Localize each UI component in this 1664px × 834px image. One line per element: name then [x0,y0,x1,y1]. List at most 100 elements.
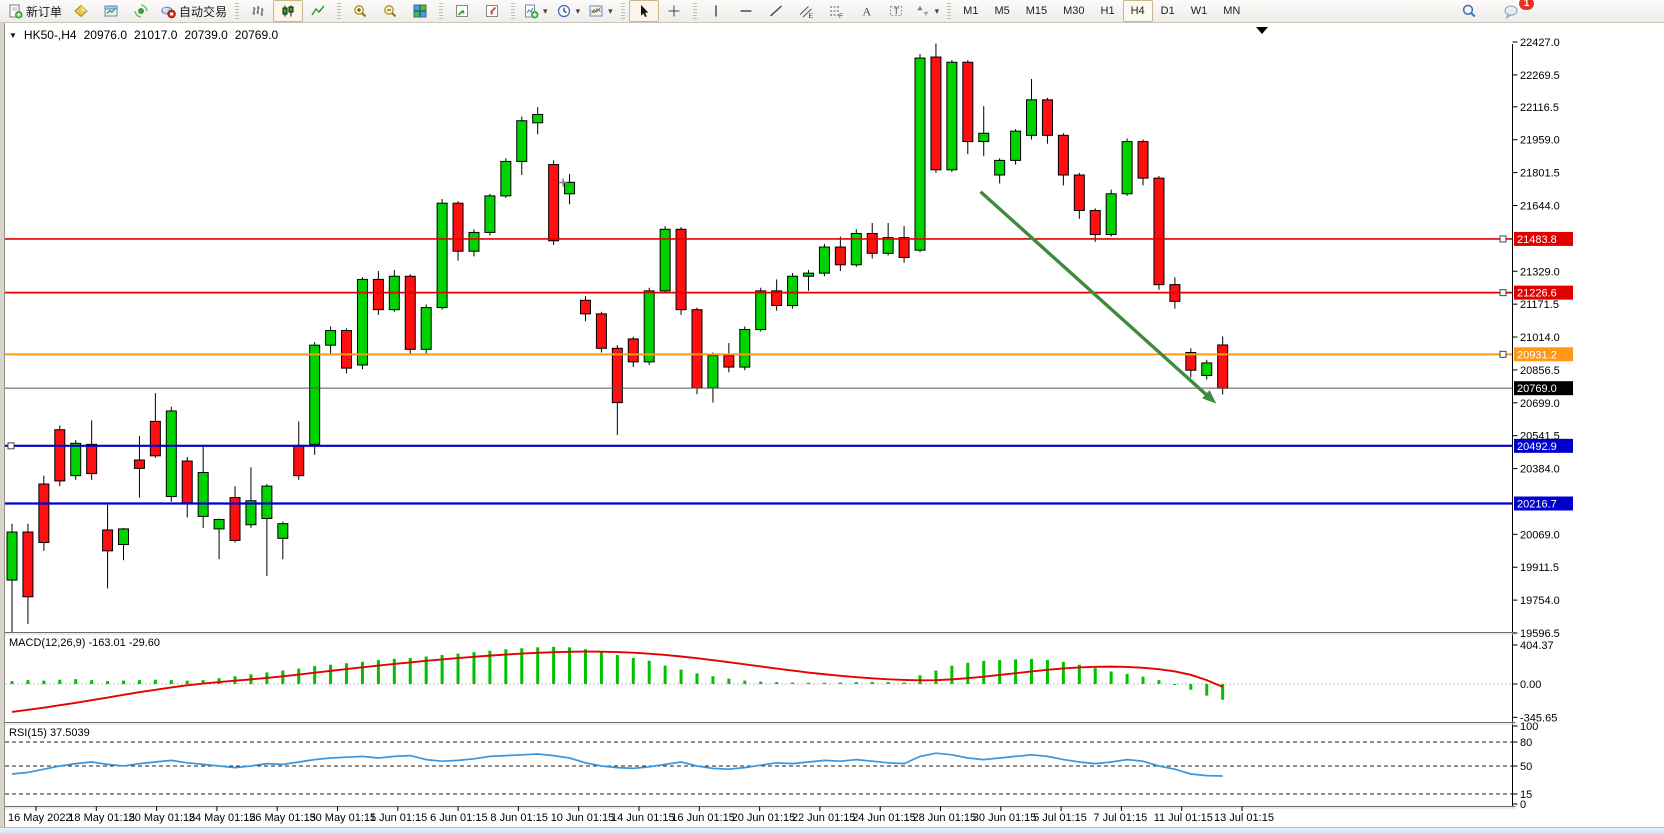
macd-histogram-bar [552,646,556,684]
bull-candle [707,355,719,389]
new-order-button[interactable]: 新订单 [3,0,66,22]
chat-icon [1504,5,1518,19]
bear-candle [1217,344,1229,389]
macd-histogram-bar [376,659,380,684]
bear-candle [86,443,98,475]
candle-chart-icon [282,5,294,17]
price-level-badge [1514,347,1573,362]
bull-candle [643,290,655,363]
text-button[interactable]: A [851,0,881,22]
bar-chart-button[interactable] [243,0,273,22]
macd-histogram-bar [679,669,683,684]
line-handle[interactable] [1499,289,1507,297]
time-axis-label: 10 Jun 01:15 [551,812,615,824]
time-axis-label: 13 Jul 01:15 [1214,812,1274,824]
chart-collapse-icon[interactable]: ▼ [9,30,17,40]
time-axis-label: 24 Jun 01:15 [852,812,916,824]
rsi-axis-label: 0 [1520,799,1526,811]
bear-candle [691,309,703,389]
scroll-to-end-marker[interactable] [1256,27,1268,34]
timeframe-h1-button[interactable]: H1 [1100,5,1115,17]
crosshair-icon [668,5,680,17]
rsi-axis-label: 50 [1520,761,1532,773]
crosshair-button[interactable] [659,0,689,22]
notifications-button[interactable]: 1 [1496,0,1535,22]
macd-histogram-bar [807,682,810,684]
price-level-value: 20492.9 [1517,441,1557,453]
bull-candle [197,472,209,517]
timeframe-m5-button[interactable]: M5 [994,5,1010,17]
zoom-in-button[interactable] [345,0,375,22]
shapes-button[interactable]: ▾ [911,0,944,22]
candle-chart-button[interactable] [273,0,304,22]
data-window-button[interactable] [96,0,126,22]
bull-candle [356,278,368,366]
time-axis-label: 30 Jun 01:15 [973,812,1037,824]
chart-shift-button[interactable] [477,0,507,22]
bear-candle [1041,99,1053,136]
chevron-down-icon[interactable]: ▾ [543,5,548,16]
cross-marker[interactable] [559,178,568,187]
channel-button[interactable]: E [791,0,821,22]
bull-candle [118,528,130,546]
search-button[interactable] [1454,0,1484,22]
trendline-button[interactable] [761,0,791,22]
macd-histogram-bar [822,682,826,684]
svg-text:F: F [839,13,843,19]
bull-candle [213,519,225,530]
timeframe-m30-button[interactable]: M30 [1063,5,1085,17]
label-button[interactable]: T [881,0,911,22]
macd-histogram-bar [217,678,221,684]
navigator-icon [134,4,148,18]
templates-button[interactable]: ▾ [584,0,617,22]
macd-histogram-bar [1205,684,1209,696]
price-level-value: 21483.8 [1517,234,1557,246]
tile-windows-button[interactable] [405,0,435,22]
timeframe-m1-button[interactable]: M1 [963,5,979,17]
market-watch-button[interactable] [66,0,96,22]
macd-histogram-bar [695,673,699,684]
bull-candle [468,231,480,252]
macd-histogram-bar [10,681,14,684]
fibonacci-button[interactable]: F [821,0,851,22]
periods-button[interactable]: ▾ [552,0,585,22]
auto-arrange-button[interactable] [447,0,477,22]
bull-candle [261,485,273,519]
price-level-badge [1514,381,1573,396]
macd-histogram-bar [440,655,444,684]
line-handle[interactable] [1499,235,1507,243]
vline-button[interactable] [701,0,731,22]
bull-candle [500,160,512,197]
price-tick-label: 22427.0 [1520,37,1560,49]
window-bottom-edge [0,827,1664,834]
fibo-icon: F [829,6,843,19]
timeframe-d1-button[interactable]: D1 [1160,5,1175,17]
hline-button[interactable] [731,0,761,22]
chevron-down-icon[interactable]: ▾ [934,5,940,16]
autotrade-button[interactable]: 自动交易 [156,0,231,22]
bear-candle [723,355,735,368]
timeframe-h4-button[interactable]: H4 [1122,0,1153,22]
trend-arrow[interactable] [979,190,1211,399]
navigator-button[interactable] [126,0,156,22]
trend-arrow-head[interactable] [1202,390,1217,404]
toolbar-separator [235,3,240,19]
indicators-button[interactable]: ▾ [519,0,552,22]
main-toolbar: 新订单 自动交易 ▾ ▾ ▾ E F A T ▾ M1 M5 M15 M30 H1 H4 D1 W1 MN 1 [0,0,1664,23]
cursor-button[interactable] [628,0,659,22]
line-chart-button[interactable] [303,0,333,22]
bull-candle [516,120,528,162]
timeframe-mn-button[interactable]: MN [1223,5,1241,17]
bear-candle [1137,141,1149,179]
macd-histogram-bar [122,680,126,684]
macd-histogram-bar [568,647,572,684]
timeframe-w1-button[interactable]: W1 [1190,5,1208,17]
zoom-out-button[interactable] [375,0,405,22]
chevron-down-icon[interactable]: ▾ [608,5,613,16]
chevron-down-icon[interactable]: ▾ [575,5,581,16]
line-handle[interactable] [1499,350,1507,358]
timeframe-m15-button[interactable]: M15 [1025,5,1048,17]
bull-candle [1201,362,1213,376]
line-handle[interactable] [7,442,15,450]
